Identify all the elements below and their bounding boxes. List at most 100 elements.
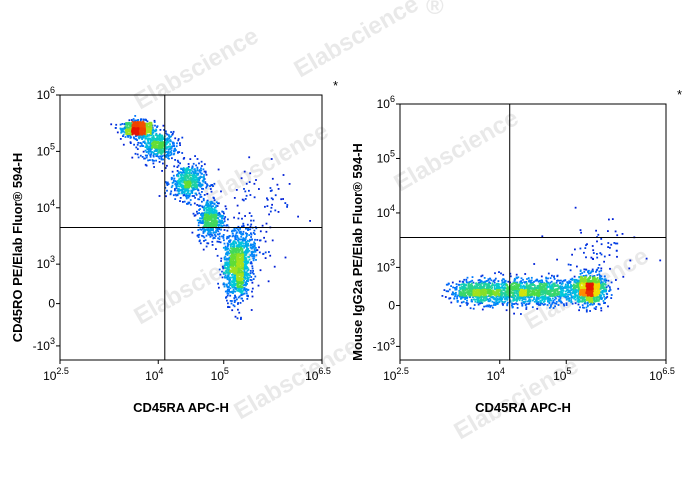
event-dot [239, 255, 242, 258]
x-tick-label: 106.5 [305, 366, 331, 383]
event-dot [172, 174, 175, 177]
event-dot [540, 293, 543, 296]
event-dot [236, 247, 239, 250]
event-dot [522, 297, 524, 300]
event-dot [196, 219, 199, 222]
event-dot [155, 153, 158, 155]
event-dot [239, 228, 241, 230]
event-dot [597, 267, 600, 269]
event-dot [209, 188, 212, 190]
event-dot [574, 292, 577, 295]
event-dot [164, 151, 167, 154]
event-dot [592, 297, 595, 300]
event-dot [187, 186, 190, 189]
event-dot [533, 300, 536, 303]
event-dot [580, 231, 582, 234]
event-dot [247, 278, 249, 280]
y-axis-label: CD45RO PE/Elab Fluor® 594-H [10, 153, 25, 342]
event-dot [584, 300, 586, 303]
event-dot [191, 195, 194, 197]
event-dot [225, 258, 228, 261]
event-dot [185, 197, 188, 200]
event-dot [240, 177, 243, 180]
event-dot [145, 151, 148, 153]
event-dot [130, 125, 133, 127]
event-dot [206, 199, 209, 202]
event-dot [201, 180, 204, 182]
event-dot [164, 181, 167, 183]
event-dot [470, 298, 473, 301]
event-dot [180, 183, 183, 186]
event-dot [165, 195, 167, 198]
event-dot [605, 279, 608, 282]
event-dot [585, 310, 588, 313]
event-dot [181, 168, 184, 170]
event-dot [210, 225, 212, 227]
event-dot [234, 290, 236, 293]
event-dot [244, 215, 246, 217]
event-dot [530, 283, 533, 286]
event-dot [210, 184, 212, 187]
event-dot [452, 293, 455, 296]
event-dot [524, 298, 527, 301]
event-dot [207, 242, 210, 245]
event-dot [268, 213, 270, 216]
event-dot [569, 278, 572, 281]
event-dot [163, 148, 165, 150]
event-dot [209, 233, 211, 236]
event-dot [585, 244, 587, 247]
event-dot [243, 273, 245, 276]
event-dot [182, 201, 184, 203]
event-dot [185, 189, 188, 192]
event-dot [167, 183, 170, 185]
event-dot [490, 296, 493, 298]
event-dot [506, 295, 509, 298]
event-dot [234, 257, 237, 260]
event-dot [251, 281, 254, 284]
event-dot [233, 243, 235, 246]
event-dot [558, 298, 561, 301]
event-dot [232, 278, 235, 281]
event-dot [183, 171, 186, 174]
event-dot [211, 234, 214, 237]
event-dot [242, 289, 245, 292]
event-dot [245, 292, 248, 295]
event-dot [194, 170, 197, 173]
event-dot [243, 238, 245, 241]
event-dot [506, 304, 509, 307]
event-dot [180, 177, 183, 180]
event-dot [464, 283, 467, 286]
event-dot [593, 275, 596, 277]
event-dot [130, 136, 132, 139]
event-dot [160, 152, 162, 155]
event-dot [600, 280, 603, 283]
event-dot [562, 294, 565, 297]
event-dot [194, 155, 196, 157]
event-dot [610, 297, 613, 299]
event-dot [269, 210, 272, 213]
event-dot [166, 146, 169, 149]
event-dot [227, 236, 229, 239]
event-dot [143, 135, 146, 137]
event-dot [190, 185, 193, 188]
event-dot [529, 287, 532, 290]
event-dot [227, 292, 230, 295]
event-dot [560, 292, 562, 295]
event-dot [241, 290, 244, 293]
event-dot [601, 277, 603, 280]
event-dot [485, 305, 487, 308]
event-dot [234, 260, 237, 263]
event-dot [585, 256, 587, 259]
event-dot [154, 149, 157, 152]
event-dot [223, 212, 225, 215]
event-dot [119, 123, 122, 126]
event-dot [156, 144, 158, 147]
event-dot [579, 229, 582, 231]
event-dot [187, 196, 190, 199]
event-dot [135, 131, 138, 134]
event-dot [234, 315, 237, 318]
event-dot [455, 293, 457, 296]
event-dot [186, 169, 189, 172]
event-dot [597, 296, 600, 299]
event-dot [226, 224, 229, 227]
